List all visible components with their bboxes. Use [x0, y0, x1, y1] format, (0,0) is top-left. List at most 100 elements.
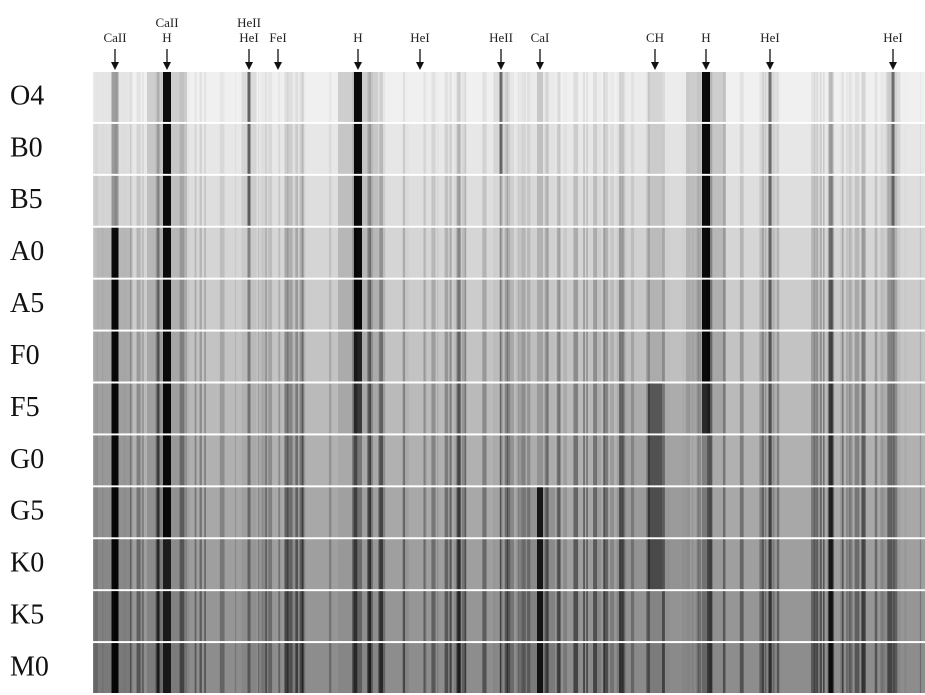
weak-line: [841, 643, 844, 693]
weak-line: [402, 487, 406, 538]
weak-line: [828, 227, 834, 278]
weak-line: [194, 539, 195, 589]
weak-line: [204, 643, 207, 693]
weak-line: [593, 227, 597, 278]
weak-line: [278, 643, 281, 693]
weak-line: [630, 175, 635, 226]
weak-line: [378, 383, 383, 434]
weak-line: [861, 487, 866, 538]
weak-line: [284, 331, 289, 382]
weak-line: [603, 331, 606, 382]
weak-line: [509, 227, 515, 278]
line-halo: [338, 539, 378, 590]
weak-line: [265, 331, 268, 382]
weak-line: [190, 487, 194, 537]
weak-line: [761, 176, 763, 226]
weak-line: [816, 279, 822, 330]
weak-line: [886, 175, 892, 226]
weak-line: [265, 72, 268, 122]
absorption-line: [499, 279, 503, 330]
weak-line: [764, 383, 767, 434]
line-label: HeII: [237, 15, 261, 30]
weak-line: [583, 539, 586, 590]
weak-line: [646, 175, 650, 226]
weak-line: [861, 331, 866, 382]
weak-line: [278, 72, 281, 122]
weak-line: [879, 487, 883, 538]
weak-line: [709, 227, 713, 278]
weak-line: [257, 435, 260, 486]
weak-line: [204, 591, 207, 642]
weak-line: [504, 331, 508, 382]
weak-line: [610, 539, 615, 590]
absorption-line: [163, 227, 171, 278]
weak-line: [739, 383, 744, 434]
weak-line: [136, 279, 141, 330]
weak-line: [823, 123, 825, 174]
weak-line: [404, 383, 409, 434]
weak-line: [761, 384, 763, 434]
spectrum-strip: [93, 175, 925, 226]
weak-line: [301, 591, 304, 642]
weak-line: [904, 591, 907, 642]
weak-line: [603, 643, 609, 693]
weak-line: [301, 643, 304, 693]
weak-line: [840, 643, 842, 693]
weak-line: [291, 539, 296, 590]
absorption-line: [891, 539, 895, 590]
weak-line: [521, 175, 524, 226]
weak-line: [190, 591, 194, 641]
weak-line: [94, 72, 97, 122]
weak-line: [301, 435, 306, 486]
weak-line: [828, 331, 834, 382]
weak-line: [155, 72, 160, 122]
weak-line: [369, 591, 373, 642]
weak-line: [424, 383, 427, 434]
weak-line: [404, 539, 409, 590]
weak-line: [194, 331, 197, 382]
weak-line: [811, 123, 815, 174]
weak-line: [563, 487, 568, 538]
spectral-class: M0: [10, 651, 49, 682]
weak-line: [219, 383, 225, 434]
weak-line: [157, 227, 163, 278]
weak-line: [890, 331, 892, 382]
weak-line: [456, 72, 461, 122]
weak-line: [369, 227, 373, 278]
line-halo: [97, 72, 133, 122]
weak-line: [849, 435, 851, 486]
weak-line: [378, 72, 383, 122]
weak-line: [301, 487, 304, 538]
weak-line: [816, 487, 822, 538]
weak-line: [861, 383, 865, 434]
weak-line: [352, 487, 358, 538]
weak-line: [563, 72, 567, 122]
weak-line: [194, 227, 197, 278]
weak-line: [813, 435, 818, 486]
weak-line: [828, 175, 834, 226]
weak-line: [573, 591, 579, 642]
weak-line: [776, 383, 780, 434]
weak-line: [822, 539, 825, 590]
weak-line: [516, 643, 520, 693]
arrow-head: [536, 62, 544, 70]
weak-line: [219, 279, 225, 330]
line-halo: [762, 487, 778, 538]
weak-line: [204, 487, 207, 538]
weak-line: [129, 539, 132, 590]
weak-line: [461, 539, 467, 590]
weak-line: [155, 539, 160, 590]
line-halo: [762, 331, 778, 382]
weak-line: [199, 123, 202, 174]
weak-line: [849, 331, 851, 382]
weak-line: [848, 539, 853, 590]
weak-line: [819, 279, 823, 330]
absorption-line: [354, 383, 362, 434]
weak-line: [129, 279, 132, 330]
weak-line: [811, 175, 815, 226]
weak-line: [603, 72, 606, 122]
weak-line: [861, 643, 865, 693]
weak-line: [846, 175, 848, 226]
weak-line: [630, 591, 635, 642]
weak-line: [816, 331, 822, 382]
